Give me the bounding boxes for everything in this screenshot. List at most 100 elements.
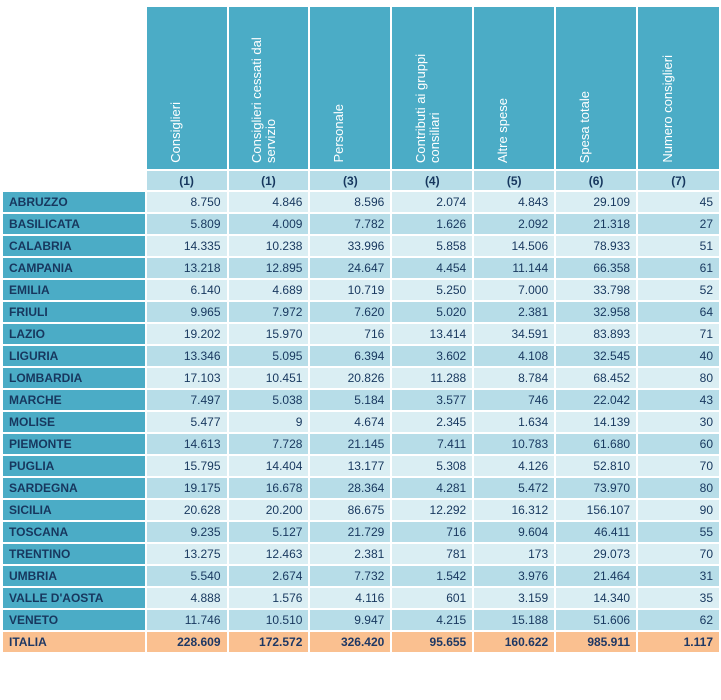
table-row: UMBRIA 5.540 2.674 7.732 1.542 3.976 21.464 31 xyxy=(3,566,719,586)
value-cell: 19.175 xyxy=(146,478,227,498)
value-cell: 83.893 xyxy=(556,324,637,344)
total-value: 985.911 xyxy=(556,632,637,652)
table-row: MARCHE 7.497 5.038 5.184 3.577 746 22.042 43 xyxy=(3,390,719,410)
column-header: Altre spese xyxy=(474,7,555,169)
value-cell: 11.144 xyxy=(474,258,555,278)
value-cell: 51.606 xyxy=(556,610,637,630)
value-cell: 156.107 xyxy=(556,500,637,520)
value-cell: 4.281 xyxy=(392,478,473,498)
column-header: Consiglieri cessati dal servizio xyxy=(228,7,309,169)
value-cell: 4.009 xyxy=(228,214,309,234)
table-row: LIGURIA 13.346 5.095 6.394 3.602 4.108 32.545 4… xyxy=(3,346,719,366)
value-cell: 21.145 xyxy=(310,434,391,454)
column-number: (6) xyxy=(556,171,637,190)
column-header: Numero consiglieri xyxy=(638,7,719,169)
value-cell: 15.970 xyxy=(228,324,309,344)
region-name: LAZIO xyxy=(3,324,145,344)
value-cell: 5.127 xyxy=(228,522,309,542)
value-cell: 2.381 xyxy=(474,302,555,322)
value-cell: 90 xyxy=(638,500,719,520)
value-cell: 1.542 xyxy=(392,566,473,586)
value-cell: 4.126 xyxy=(474,456,555,476)
table-row: SICILIA 20.628 20.200 86.675 12.292 16.312 156… xyxy=(3,500,719,520)
value-cell: 14.335 xyxy=(146,236,227,256)
value-cell: 15.795 xyxy=(146,456,227,476)
value-cell: 14.139 xyxy=(556,412,637,432)
value-cell: 13.275 xyxy=(146,544,227,564)
region-name: LOMBARDIA xyxy=(3,368,145,388)
value-cell: 30 xyxy=(638,412,719,432)
value-cell: 73.970 xyxy=(556,478,637,498)
value-cell: 43 xyxy=(638,390,719,410)
table-row: EMILIA 6.140 4.689 10.719 5.250 7.000 33.798 52 xyxy=(3,280,719,300)
value-cell: 1.634 xyxy=(474,412,555,432)
value-cell: 31 xyxy=(638,566,719,586)
region-name: MARCHE xyxy=(3,390,145,410)
value-cell: 3.159 xyxy=(474,588,555,608)
value-cell: 16.312 xyxy=(474,500,555,520)
value-cell: 61.680 xyxy=(556,434,637,454)
value-cell: 5.184 xyxy=(310,390,391,410)
total-value: 160.622 xyxy=(474,632,555,652)
region-name: SARDEGNA xyxy=(3,478,145,498)
column-header-label: Consiglieri cessati dal servizio xyxy=(249,37,279,163)
value-cell: 22.042 xyxy=(556,390,637,410)
value-cell: 13.414 xyxy=(392,324,473,344)
value-cell: 13.218 xyxy=(146,258,227,278)
value-cell: 746 xyxy=(474,390,555,410)
total-value: 228.609 xyxy=(146,632,227,652)
column-header: Spesa totale xyxy=(556,7,637,169)
value-cell: 9.965 xyxy=(146,302,227,322)
value-cell: 716 xyxy=(310,324,391,344)
value-cell: 716 xyxy=(392,522,473,542)
value-cell: 10.783 xyxy=(474,434,555,454)
table-row: ABRUZZO 8.750 4.846 8.596 2.074 4.843 29.109 45 xyxy=(3,192,719,212)
value-cell: 7.620 xyxy=(310,302,391,322)
value-cell: 4.846 xyxy=(228,192,309,212)
value-cell: 10.510 xyxy=(228,610,309,630)
table-row: TRENTINO 13.275 12.463 2.381 781 173 29.073 70 xyxy=(3,544,719,564)
total-label: ITALIA xyxy=(3,632,145,652)
value-cell: 60 xyxy=(638,434,719,454)
value-cell: 3.602 xyxy=(392,346,473,366)
table-row: MOLISE 5.477 9 4.674 2.345 1.634 14.139 30 xyxy=(3,412,719,432)
column-header: Contributi ai gruppi consiliari xyxy=(392,7,473,169)
value-cell: 5.540 xyxy=(146,566,227,586)
value-cell: 7.732 xyxy=(310,566,391,586)
value-cell: 17.103 xyxy=(146,368,227,388)
table-body: ABRUZZO 8.750 4.846 8.596 2.074 4.843 29.109 45… xyxy=(3,192,719,652)
value-cell: 19.202 xyxy=(146,324,227,344)
region-name: CALABRIA xyxy=(3,236,145,256)
value-cell: 7.000 xyxy=(474,280,555,300)
column-number: (1) xyxy=(146,171,227,190)
value-cell: 601 xyxy=(392,588,473,608)
column-header-label: Spesa totale xyxy=(577,90,593,163)
value-cell: 1.576 xyxy=(228,588,309,608)
value-cell: 4.116 xyxy=(310,588,391,608)
region-name: LIGURIA xyxy=(3,346,145,366)
value-cell: 64 xyxy=(638,302,719,322)
column-header-label: Numero consiglieri xyxy=(659,55,675,163)
value-cell: 86.675 xyxy=(310,500,391,520)
value-cell: 10.719 xyxy=(310,280,391,300)
table-row: PIEMONTE 14.613 7.728 21.145 7.411 10.783 61.6… xyxy=(3,434,719,454)
value-cell: 5.858 xyxy=(392,236,473,256)
value-cell: 16.678 xyxy=(228,478,309,498)
value-cell: 4.689 xyxy=(228,280,309,300)
value-cell: 173 xyxy=(474,544,555,564)
value-cell: 70 xyxy=(638,456,719,476)
value-cell: 7.411 xyxy=(392,434,473,454)
table-row: LAZIO 19.202 15.970 716 13.414 34.591 83.893 71 xyxy=(3,324,719,344)
table-row: CAMPANIA 13.218 12.895 24.647 4.454 11.144 66.… xyxy=(3,258,719,278)
value-cell: 12.292 xyxy=(392,500,473,520)
value-cell: 2.345 xyxy=(392,412,473,432)
value-cell: 9.947 xyxy=(310,610,391,630)
value-cell: 61 xyxy=(638,258,719,278)
column-number: (4) xyxy=(392,171,473,190)
value-cell: 11.746 xyxy=(146,610,227,630)
value-cell: 5.038 xyxy=(228,390,309,410)
value-cell: 2.674 xyxy=(228,566,309,586)
value-cell: 20.826 xyxy=(310,368,391,388)
region-name: MOLISE xyxy=(3,412,145,432)
value-cell: 29.109 xyxy=(556,192,637,212)
